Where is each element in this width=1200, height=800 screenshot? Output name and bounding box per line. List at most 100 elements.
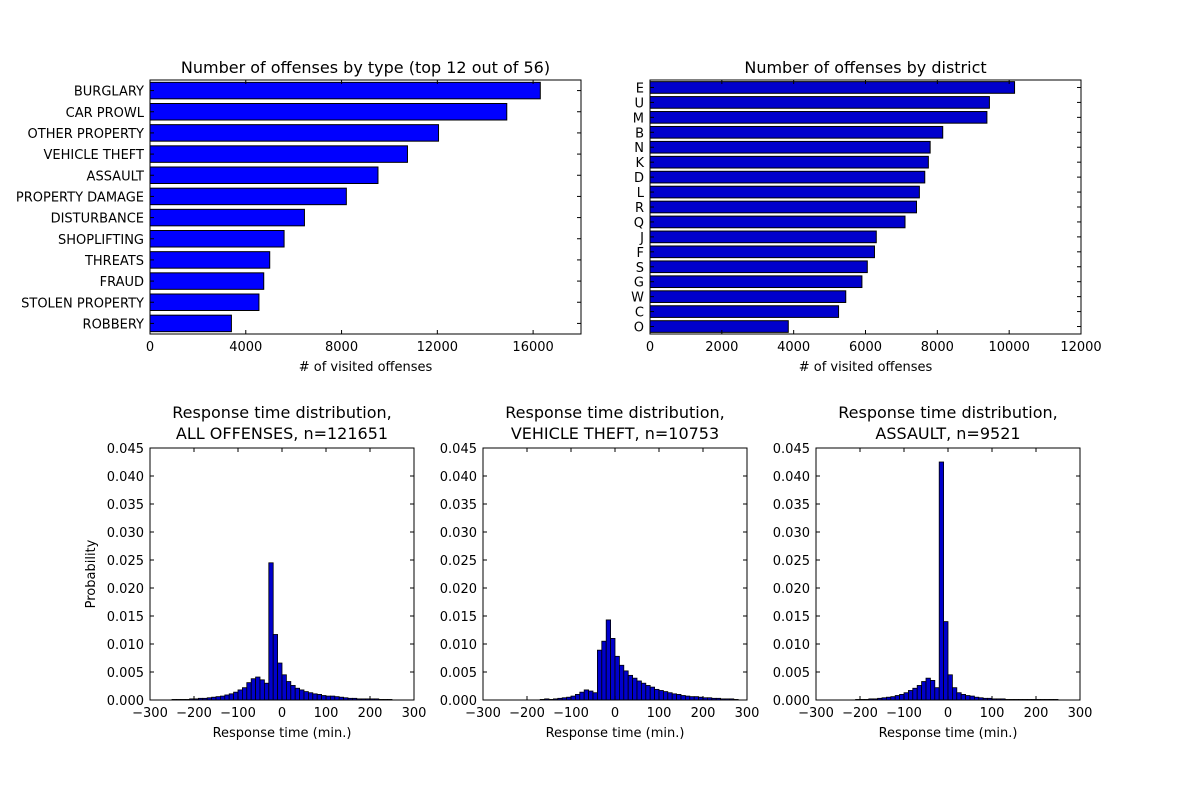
histogram-bar <box>680 695 686 701</box>
histogram-bar <box>601 640 607 701</box>
histogram-bar <box>272 634 279 701</box>
y-tick-label: 0.025 <box>440 554 477 569</box>
histogram-bar <box>281 674 287 701</box>
y-tick-label: 0.045 <box>440 442 477 457</box>
y-tick-label: 0.045 <box>773 442 810 457</box>
category-label: BURGLARY <box>74 85 144 100</box>
y-tick-label: 0.000 <box>440 694 477 709</box>
histogram-bar <box>329 695 336 701</box>
y-tick-label: 0.015 <box>773 610 810 625</box>
bar <box>649 260 868 274</box>
category-label: DISTURBANCE <box>51 212 144 227</box>
bar <box>649 81 1016 94</box>
x-tick-label: 0 <box>278 706 286 721</box>
bar <box>149 166 379 185</box>
histogram-bar <box>649 686 656 701</box>
bar <box>149 208 305 227</box>
histogram-bar <box>627 674 634 701</box>
histogram-bar <box>693 696 700 701</box>
histogram-bar <box>255 676 261 701</box>
category-label: ASSAULT <box>87 169 144 184</box>
histogram-all-offenses: −300 −200 −100 0 100 200 300 0.000 0.005 0.010 0.0… <box>84 403 426 741</box>
histogram-bar <box>290 685 296 701</box>
chart-title: VEHICLE THEFT, n=10753 <box>511 424 719 443</box>
x-tick-label: 0 <box>611 706 619 721</box>
y-tick-label: 0.035 <box>107 498 144 513</box>
x-tick-label: −100 <box>220 706 256 721</box>
histogram-bar <box>316 694 323 701</box>
category-label: O <box>634 321 644 336</box>
y-tick-label: 0.030 <box>773 526 810 541</box>
histogram-bar <box>685 695 691 701</box>
histogram-bar <box>943 621 949 701</box>
histogram-bar <box>960 694 967 701</box>
bar <box>649 320 789 333</box>
x-tick-label: 12000 <box>417 340 458 355</box>
x-tick-label: 100 <box>647 706 672 721</box>
histogram-bar <box>641 682 647 701</box>
histogram-bar <box>299 689 305 701</box>
histogram-bar <box>228 693 234 701</box>
chart-title: Number of offenses by district <box>744 58 986 77</box>
histogram-bar <box>925 677 931 701</box>
y-tick-label: 0.010 <box>107 638 144 653</box>
bar <box>649 245 875 259</box>
y-tick-label: 0.005 <box>440 666 477 681</box>
category-label: ROBBERY <box>83 317 145 332</box>
category-label: W <box>631 291 644 306</box>
histogram-bar <box>605 619 612 701</box>
histogram-bar <box>610 638 616 701</box>
x-tick-label: −300 <box>132 706 168 721</box>
x-tick-label: 4000 <box>229 340 262 355</box>
bar <box>149 314 232 333</box>
histogram-bar <box>930 680 936 701</box>
histogram-bar <box>676 694 682 701</box>
bar <box>649 305 840 318</box>
x-tick-label: 0 <box>646 340 654 355</box>
x-tick-label: 200 <box>1024 706 1049 721</box>
category-label: L <box>637 186 645 201</box>
bar <box>149 124 440 142</box>
bar <box>649 185 920 199</box>
y-tick-label: 0.015 <box>107 610 144 625</box>
bar <box>649 140 931 154</box>
histogram-bar <box>233 691 239 701</box>
y-tick-label: 0.030 <box>440 526 477 541</box>
histogram-bar <box>219 695 226 701</box>
category-label: N <box>634 141 644 156</box>
histogram-bar <box>934 687 940 701</box>
plot-frame <box>149 79 582 335</box>
bar <box>649 290 847 303</box>
histogram-bar <box>263 682 270 701</box>
histogram-bar <box>597 649 603 701</box>
histogram-bar <box>250 678 256 701</box>
histogram-bar <box>246 682 252 701</box>
category-label: THREATS <box>84 254 144 269</box>
x-tick-label: −200 <box>176 706 212 721</box>
bar <box>649 111 988 124</box>
x-tick-label: 100 <box>314 706 339 721</box>
x-axis-label: # of visited offenses <box>799 360 933 375</box>
y-tick-label: 0.010 <box>440 638 477 653</box>
histogram-bar <box>899 694 905 701</box>
category-label: STOLEN PROPERTY <box>21 296 144 311</box>
y-tick-label: 0.010 <box>773 638 810 653</box>
histogram-bar <box>671 693 678 701</box>
x-tick-label: 2000 <box>705 340 738 355</box>
plot-frame <box>149 447 415 701</box>
category-label: D <box>634 171 644 186</box>
category-label: S <box>636 261 644 276</box>
x-tick-label: 300 <box>735 706 760 721</box>
y-tick-label: 0.040 <box>440 470 477 485</box>
histogram-bar <box>890 696 896 701</box>
histogram-bar <box>619 664 625 701</box>
x-tick-label: 300 <box>1068 706 1093 721</box>
x-tick-label: 200 <box>691 706 716 721</box>
bar <box>149 145 408 163</box>
histogram-bar <box>334 696 340 701</box>
histogram-bar <box>575 694 581 701</box>
histogram-bar <box>285 681 292 701</box>
histogram-bar <box>658 690 664 701</box>
x-axis-label: Response time (min.) <box>879 726 1018 741</box>
